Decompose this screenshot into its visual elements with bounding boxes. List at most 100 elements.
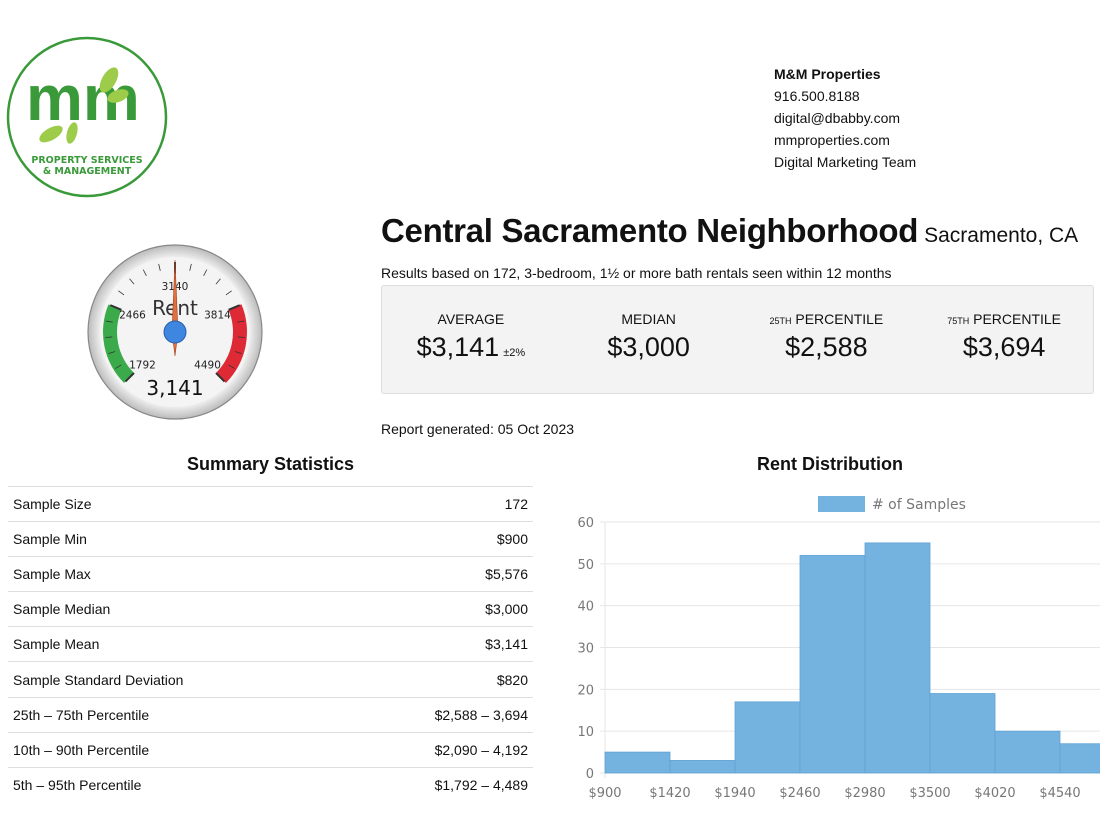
gauge-tick bbox=[215, 372, 226, 383]
y-tick-label: 20 bbox=[577, 683, 594, 698]
gauge-ticks bbox=[105, 262, 245, 383]
row-value: $2,588 – 3,694 bbox=[341, 696, 533, 733]
x-tick-label: $4020 bbox=[974, 786, 1015, 801]
table-row: Sample Max $5,576 bbox=[8, 556, 533, 592]
rent-gauge: 1792 2466 3140 3814 4490 Rent 3,141 bbox=[87, 244, 263, 420]
table-row: Sample Mean $3,141 bbox=[8, 626, 533, 662]
svg-text:PROPERTY SERVICES: PROPERTY SERVICES bbox=[31, 155, 142, 166]
legend-label: # of Samples bbox=[872, 497, 966, 513]
x-tick-label: $3500 bbox=[909, 786, 950, 801]
gauge-tick bbox=[108, 351, 116, 355]
report-date: Report generated: 05 Oct 2023 bbox=[381, 421, 575, 437]
gauge-red-band bbox=[216, 304, 247, 383]
gauge-tick bbox=[105, 336, 113, 338]
histogram-bar bbox=[1059, 743, 1100, 774]
histogram-bar bbox=[734, 701, 801, 774]
results-basis: Results based on 172, 3-bedroom, 1½ or m… bbox=[381, 265, 892, 281]
gauge-tick bbox=[118, 290, 125, 296]
x-tick-label: $1420 bbox=[649, 786, 690, 801]
stat-25th-percentile: 25th Percentile $2,588 bbox=[769, 311, 884, 362]
table-row: Sample Median $3,000 bbox=[8, 591, 533, 627]
stat-75th-percentile: 75th Percentile $3,694 bbox=[947, 311, 1062, 362]
y-tick-label: 60 bbox=[577, 516, 594, 531]
row-value: $2,090 – 4,192 bbox=[341, 731, 533, 768]
gauge-tick bbox=[237, 336, 245, 338]
row-value: $3,141 bbox=[341, 626, 533, 662]
row-label: 25th – 75th Percentile bbox=[8, 696, 342, 733]
row-value: $1,792 – 4,489 bbox=[341, 766, 533, 803]
rent-distribution-chart: 0 10 20 30 40 50 60 $900 $1420 $1940 $2460 $2980 $35… bbox=[577, 496, 1100, 801]
key-stats-panel: Average $3,141 ±2% Median $3,000 25th Perce… bbox=[381, 285, 1094, 394]
gauge-hub bbox=[163, 320, 187, 344]
company-logo: mm PROPERTY SERVICES & MANAGEMENT bbox=[6, 36, 168, 198]
phone: 916.500.8188 bbox=[774, 88, 860, 104]
x-tick-label: $2460 bbox=[779, 786, 820, 801]
stat-average: Average $3,141 ±2% bbox=[416, 311, 526, 362]
gauge-tick bbox=[215, 278, 221, 285]
gauge-tick bbox=[228, 364, 235, 369]
gauge-tick bbox=[158, 263, 161, 271]
gauge-tick-label: 1792 bbox=[129, 360, 156, 372]
table-row: 10th – 90th Percentile $2,090 – 4,192 bbox=[8, 731, 533, 768]
table-row: Sample Min $900 bbox=[8, 521, 533, 557]
gauge-value: 3,141 bbox=[146, 376, 203, 400]
row-label: 5th – 95th Percentile bbox=[8, 766, 342, 803]
gauge-tick bbox=[115, 364, 122, 369]
contact-block: M&M Properties 916.500.8188 digital@dbab… bbox=[774, 63, 916, 173]
summary-table: Sample Size 172 Sample Min $900 Sample Max $5… bbox=[8, 485, 533, 803]
city: Sacramento, CA bbox=[924, 224, 1079, 247]
row-label: 10th – 90th Percentile bbox=[8, 731, 342, 768]
gauge-tick-label: 2466 bbox=[119, 309, 146, 321]
summary-title: Summary Statistics bbox=[186, 454, 355, 474]
gauge-tick bbox=[124, 372, 135, 383]
email: digital@dbabby.com bbox=[774, 110, 901, 126]
row-value: $3,000 bbox=[341, 591, 533, 627]
gauge-tick bbox=[237, 320, 245, 323]
gauge-tick bbox=[234, 351, 242, 355]
histogram-bar bbox=[864, 542, 931, 774]
table-row: 25th – 75th Percentile $2,588 – 3,694 bbox=[8, 696, 533, 733]
svg-text:& MANAGEMENT: & MANAGEMENT bbox=[43, 166, 132, 177]
neighborhood-name: Central Sacramento Neighborhood bbox=[381, 212, 919, 249]
x-tick-label: $1940 bbox=[714, 786, 755, 801]
gauge-tick bbox=[203, 269, 208, 277]
row-value: $5,576 bbox=[341, 556, 533, 592]
chart-title: Rent Distribution bbox=[757, 454, 903, 474]
gauge-tick bbox=[225, 290, 232, 296]
page-title: Central Sacramento Neighborhood Sacrament… bbox=[381, 212, 1078, 250]
x-tick-label: $900 bbox=[588, 786, 621, 801]
y-tick-label: 10 bbox=[577, 725, 594, 740]
row-label: Sample Min bbox=[8, 521, 342, 557]
gauge-tick bbox=[189, 263, 192, 271]
histogram-bar bbox=[669, 760, 736, 774]
row-label: Sample Mean bbox=[8, 626, 342, 662]
histogram-bar bbox=[799, 555, 866, 774]
row-value: $900 bbox=[341, 521, 533, 557]
row-label: Sample Median bbox=[8, 591, 342, 627]
gauge-tick bbox=[129, 278, 135, 285]
row-value: 172 bbox=[341, 485, 533, 522]
gauge-tick bbox=[142, 269, 147, 277]
row-label: Sample Size bbox=[8, 485, 342, 522]
y-tick-label: 50 bbox=[577, 558, 594, 573]
company-name: M&M Properties bbox=[774, 66, 881, 82]
row-label: Sample Standard Deviation bbox=[8, 661, 342, 698]
gauge-green-band bbox=[103, 304, 134, 383]
stat-median: Median $3,000 bbox=[607, 311, 690, 362]
histogram-bar bbox=[994, 730, 1061, 774]
website: mmproperties.com bbox=[774, 132, 890, 148]
margin-of-error: ±2% bbox=[503, 347, 526, 359]
table-row: Sample Standard Deviation $820 bbox=[8, 661, 533, 698]
legend-swatch bbox=[818, 496, 865, 512]
y-tick-label: 0 bbox=[586, 767, 594, 782]
table-row: Sample Size 172 bbox=[8, 485, 533, 522]
table-row: 5th – 95th Percentile $1,792 – 4,489 bbox=[8, 766, 533, 803]
row-label: Sample Max bbox=[8, 556, 342, 592]
y-tick-label: 40 bbox=[577, 600, 594, 615]
team: Digital Marketing Team bbox=[774, 154, 917, 170]
gauge-tick-label: 3814 bbox=[204, 309, 231, 321]
y-tick-label: 30 bbox=[577, 642, 594, 657]
row-value: $820 bbox=[341, 661, 533, 698]
gauge-tick bbox=[109, 304, 122, 311]
gauge-tick-label: 4490 bbox=[194, 360, 221, 372]
